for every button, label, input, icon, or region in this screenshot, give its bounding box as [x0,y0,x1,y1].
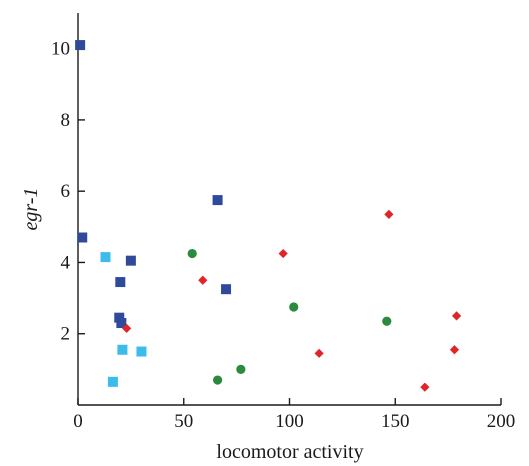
circle-point [382,316,392,326]
square-point [116,318,127,329]
x-tick-label: 0 [73,411,83,432]
diamond-point [449,345,460,355]
diamond-point [314,348,324,358]
y-tick-label: 4 [61,252,71,273]
square-point [212,195,223,206]
x-tick-label: 150 [381,411,410,432]
x-tick-label: 200 [487,411,516,432]
diamond-point [198,275,208,285]
y-tick-label: 6 [61,181,71,202]
square-point [125,255,136,266]
diamond-point [278,248,288,259]
circle-point [212,375,223,385]
circle-point [187,248,197,259]
square-point [136,346,147,357]
x-axis-label: locomotor activity [216,441,363,463]
square-point [117,344,128,355]
x-tick-label: 50 [174,411,193,432]
square-point [115,277,126,288]
x-tick-label: 100 [275,411,304,432]
square-point [100,252,111,263]
square-point [75,40,86,51]
square-point [221,284,232,295]
y-axis-label: egr-1 [20,188,42,231]
circle-point [289,302,299,312]
y-tick-label: 2 [61,324,71,345]
diamond-point [420,382,430,392]
y-tick-label: 8 [61,110,71,131]
diamond-point [122,323,132,333]
square-point [77,232,88,243]
y-tick-label: 10 [51,39,70,60]
circle-point [236,364,246,374]
data-points [75,40,462,392]
diamond-point [384,209,394,219]
square-point [114,312,125,323]
ticks: 0 50 100 150 200 2 4 6 8 10 [51,39,515,432]
axes [77,13,501,406]
square-point [107,376,118,387]
diamond-point [451,311,462,321]
